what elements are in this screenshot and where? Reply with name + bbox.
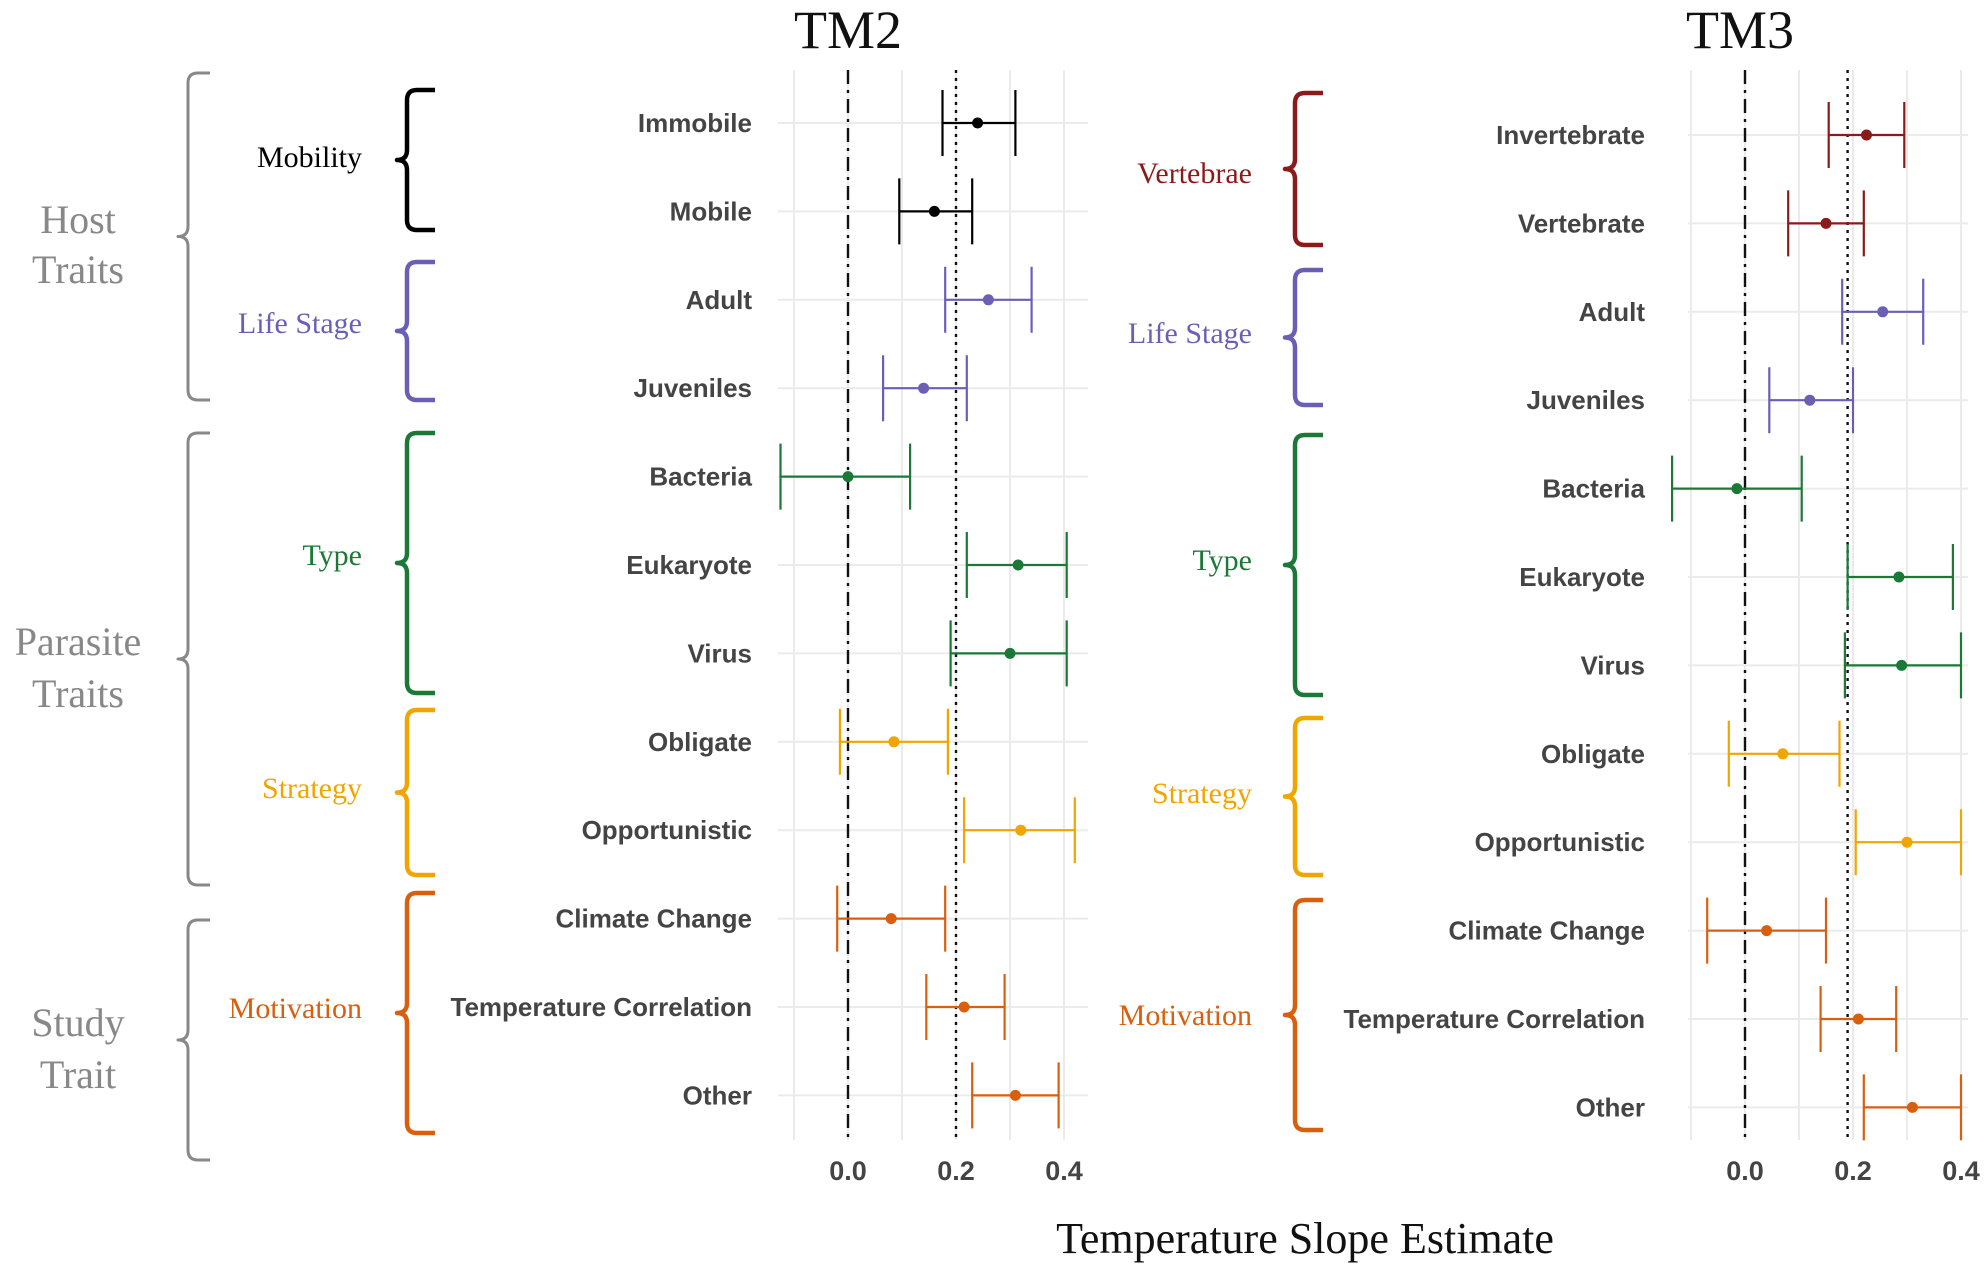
panel-tm3-row-label: Obligate [1541,739,1645,769]
panel-tm3-row-label: Virus [1580,650,1645,680]
panel-tm3-estimate-point [1896,659,1908,671]
panel-tm3-row-label: Opportunistic [1475,827,1645,857]
panel-tm2-group-brace [394,87,435,233]
panel-tm3-row-label: Vertebrate [1518,208,1645,238]
panel-tm2-supergroup-label: Study Trait [31,1000,124,1097]
panel-tm2-group-label: Life Stage [238,307,362,340]
panel-tm3-estimate-point [1901,836,1913,848]
panel-tm3-row-label: Bacteria [1542,474,1645,504]
panel-tm2-supergroup-label-line: Traits [32,247,124,292]
panel-tm2-x-tick-label: 0.0 [829,1156,867,1186]
panel-tm2-group-brace [394,430,435,696]
panel-tm3-group-label: Life Stage [1128,317,1252,350]
panel-tm2-row-label: Juveniles [633,373,752,403]
panel-tm3-x-tick-label: 0.0 [1726,1156,1764,1186]
panel-tm2-group: TM2 0.0 0.2 0.4 Immobile Mobile Adult Juveniles… [15,0,1088,1186]
panel-tm2-estimate-point [928,205,940,217]
panel-tm3-group-brace [1282,897,1323,1133]
panel-tm2-row-label: Temperature Correlation [451,992,752,1022]
panel-tm2-row-label: Immobile [638,108,752,138]
panel-tm2-row-label: Bacteria [649,462,752,492]
panel-tm2-group-brace [394,259,435,403]
panel-tm3-estimate-point [1906,1101,1918,1113]
panel-tm2-supergroup-label: Host Traits [32,197,124,292]
panel-tm2-x-tick-label: 0.4 [1045,1156,1083,1186]
panel-tm3-group-brace [1282,715,1323,878]
panel-tm2-supergroup-label: Parasite Traits [15,619,142,716]
panel-tm2-estimate-point [885,913,897,925]
panel-tm2-supergroup-brace [176,431,210,887]
panel-tm3-row-label: Invertebrate [1496,120,1645,150]
panel-tm3-group-label: Strategy [1152,777,1252,810]
panel-tm3-row-label: Climate Change [1449,916,1646,946]
panel-tm2-group-brace [394,707,435,878]
panel-tm2-estimate-point [918,382,930,394]
panel-tm2-row-label: Other [683,1080,752,1110]
panel-tm2-supergroup-brace [176,71,210,402]
panel-tm2-row-label: Adult [686,285,753,315]
panel-tm2-group-label: Mobility [257,141,362,174]
panel-tm3-row-label: Eukaryote [1519,562,1645,592]
panel-tm3-estimate-point [1820,217,1832,229]
panel-tm3-group-label: Motivation [1119,999,1252,1032]
panel-tm3-estimate-point [1852,1013,1864,1025]
panel-tm2-estimate-point [1009,1089,1021,1101]
panel-tm3-x-tick-label: 0.2 [1834,1156,1872,1186]
panel-tm3-group-label: Type [1192,544,1252,577]
panel-tm3-row-label: Other [1576,1092,1645,1122]
panel-tm2-row-label: Eukaryote [626,550,752,580]
panel-tm3-estimate-point [1804,394,1816,406]
panel-tm2-estimate-point [972,117,984,129]
panel-tm2-estimate-point [1004,647,1016,659]
panel-tm3-group-label: Vertebrae [1137,157,1252,190]
panel-tm3-row-label: Juveniles [1526,385,1645,415]
panel-tm2-row-label: Virus [687,638,752,668]
panel-tm3-group-brace [1282,267,1323,408]
panel-tm2-row-label: Climate Change [556,904,753,934]
panel-tm2-group-label: Type [302,539,362,572]
panel-tm3-x-tick-label: 0.4 [1942,1156,1980,1186]
panel-tm2-group-brace [394,890,435,1136]
panel-tm3-estimate-point [1877,306,1889,318]
panel-tm2-row-label: Opportunistic [582,815,752,845]
panel-tm3-estimate-point [1761,925,1773,937]
panel-tm2-estimate-point [958,1001,970,1013]
panel-tm2-row-label: Obligate [648,727,752,757]
panel-tm2-group-label: Motivation [229,992,362,1025]
panel-tm2-supergroup-label-line: Traits [32,671,124,716]
panel-tm3-group: TM3 0.0 0.2 0.4 Invertebrate Vertebrate Adult J… [1119,0,1980,1186]
panel-tm3-estimate-point [1861,129,1872,141]
panel-tm2-estimate-point [1015,824,1027,836]
panel-tm3-row-label: Adult [1579,297,1646,327]
panel-tm3-row-label: Temperature Correlation [1344,1004,1645,1034]
panel-tm2-title: TM2 [794,0,902,60]
panel-tm2-estimate-point [842,471,854,483]
panel-tm2-estimate-point [888,736,900,748]
panel-tm2-supergroup-label-line: Trait [40,1052,116,1097]
panel-tm3-group-brace [1282,90,1323,248]
panel-tm3-group-brace [1282,432,1323,698]
panel-tm2-group-label: Strategy [262,772,362,805]
panel-tm2-estimate-point [1012,559,1024,571]
panel-tm2-supergroup-label-line: Study [31,1000,124,1045]
panel-tm2-x-tick-label: 0.2 [937,1156,975,1186]
panel-tm3-estimate-point [1731,483,1743,495]
panel-tm2-supergroup-label-line: Host [40,197,116,242]
panel-tm3-estimate-point [1777,748,1789,760]
panel-tm2-estimate-point [982,294,994,306]
panel-tm3-estimate-point [1893,571,1905,583]
panel-tm2-supergroup-label-line: Parasite [15,619,142,664]
panel-tm2-row-label: Mobile [670,196,752,226]
panel-tm3-title: TM3 [1686,0,1794,60]
x-axis-label: Temperature Slope Estimate [1056,1214,1554,1263]
panel-tm2-supergroup-brace [176,918,210,1162]
